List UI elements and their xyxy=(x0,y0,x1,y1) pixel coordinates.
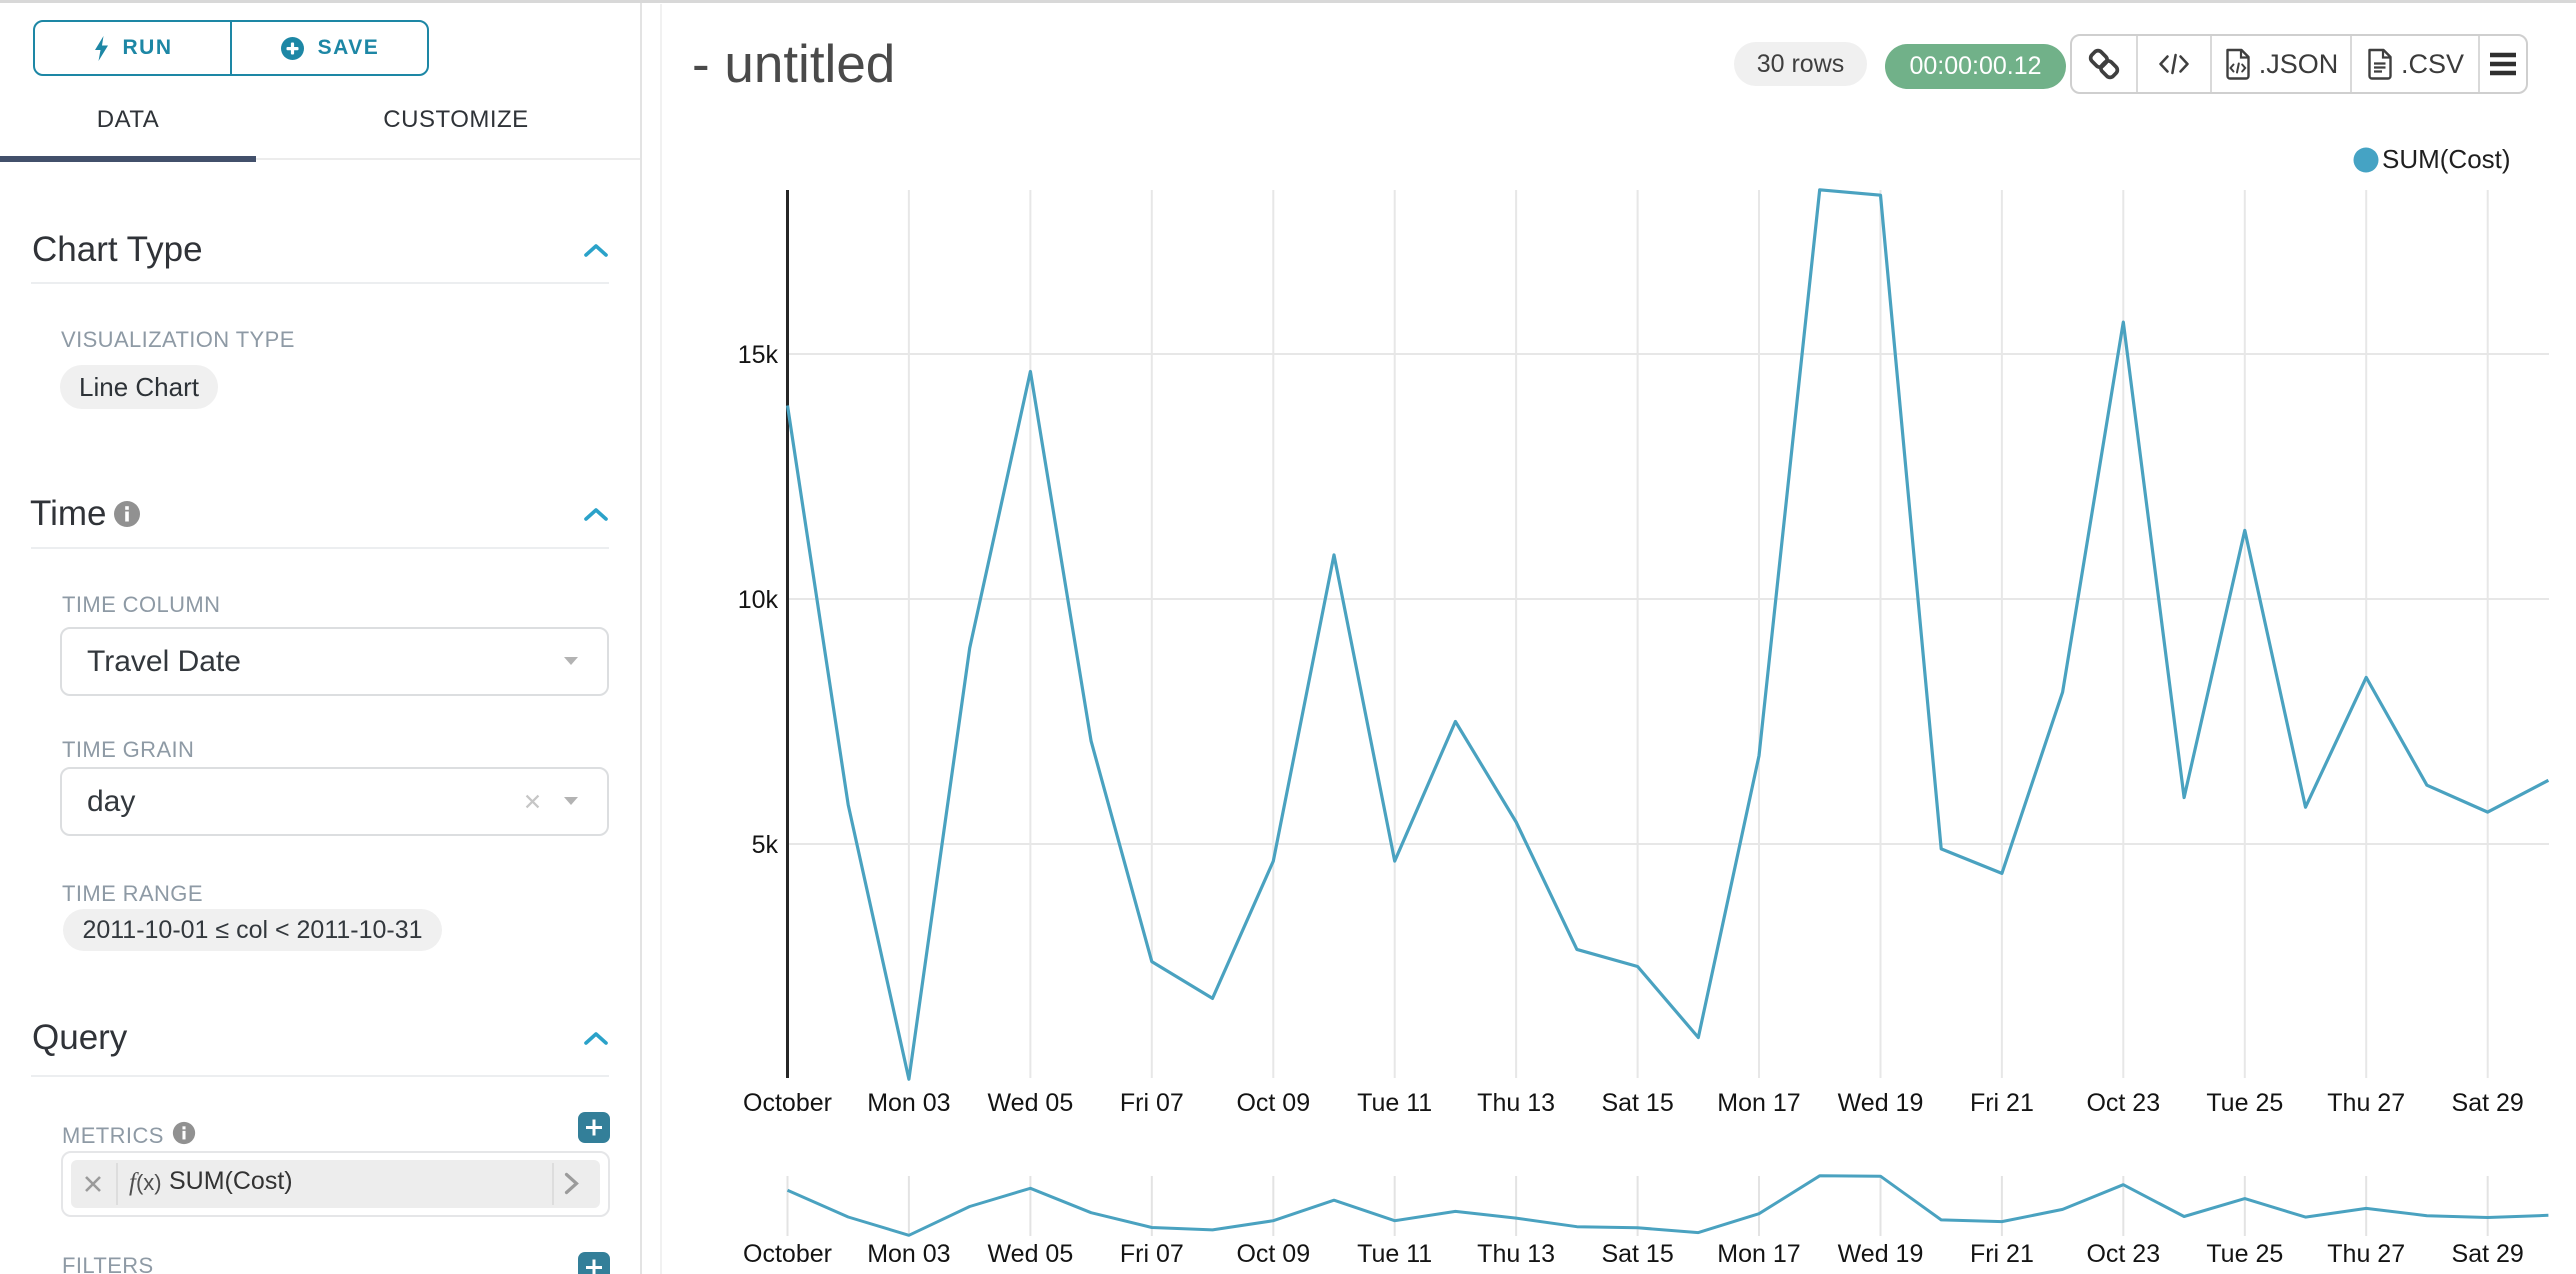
svg-text:Fri 21: Fri 21 xyxy=(1970,1240,2034,1268)
svg-text:Oct 09: Oct 09 xyxy=(1236,1240,1310,1268)
svg-text:Fri 07: Fri 07 xyxy=(1120,1089,1184,1117)
svg-text:Sat 29: Sat 29 xyxy=(2452,1240,2524,1268)
svg-text:Oct 23: Oct 23 xyxy=(2086,1240,2160,1268)
svg-text:Thu 27: Thu 27 xyxy=(2327,1089,2405,1117)
svg-text:Wed 19: Wed 19 xyxy=(1838,1240,1924,1268)
svg-text:Mon 03: Mon 03 xyxy=(867,1089,950,1117)
svg-text:Thu 27: Thu 27 xyxy=(2327,1240,2405,1268)
svg-text:Fri 21: Fri 21 xyxy=(1970,1089,2034,1117)
svg-text:Sat 15: Sat 15 xyxy=(1601,1240,1673,1268)
svg-text:October: October xyxy=(743,1240,832,1268)
svg-text:Thu 13: Thu 13 xyxy=(1477,1240,1555,1268)
svg-text:Mon 17: Mon 17 xyxy=(1717,1089,1800,1117)
svg-text:Wed 05: Wed 05 xyxy=(988,1240,1074,1268)
svg-text:Mon 17: Mon 17 xyxy=(1717,1240,1800,1268)
svg-text:Mon 03: Mon 03 xyxy=(867,1240,950,1268)
svg-text:October: October xyxy=(743,1089,832,1117)
svg-text:SUM(Cost): SUM(Cost) xyxy=(2382,144,2511,174)
svg-text:10k: 10k xyxy=(738,586,779,614)
svg-text:Sat 29: Sat 29 xyxy=(2452,1089,2524,1117)
svg-text:Oct 09: Oct 09 xyxy=(1236,1089,1310,1117)
svg-text:Tue 25: Tue 25 xyxy=(2206,1240,2283,1268)
svg-text:Sat 15: Sat 15 xyxy=(1601,1089,1673,1117)
svg-text:Tue 25: Tue 25 xyxy=(2206,1089,2283,1117)
svg-text:Tue 11: Tue 11 xyxy=(1357,1240,1432,1268)
svg-text:Fri 07: Fri 07 xyxy=(1120,1240,1184,1268)
svg-text:Oct 23: Oct 23 xyxy=(2086,1089,2160,1117)
svg-text:Wed 05: Wed 05 xyxy=(988,1089,1074,1117)
svg-text:Thu 13: Thu 13 xyxy=(1477,1089,1555,1117)
svg-text:5k: 5k xyxy=(752,831,779,859)
svg-text:Wed 19: Wed 19 xyxy=(1838,1089,1924,1117)
svg-text:Tue 11: Tue 11 xyxy=(1357,1089,1432,1117)
svg-text:15k: 15k xyxy=(738,341,779,369)
